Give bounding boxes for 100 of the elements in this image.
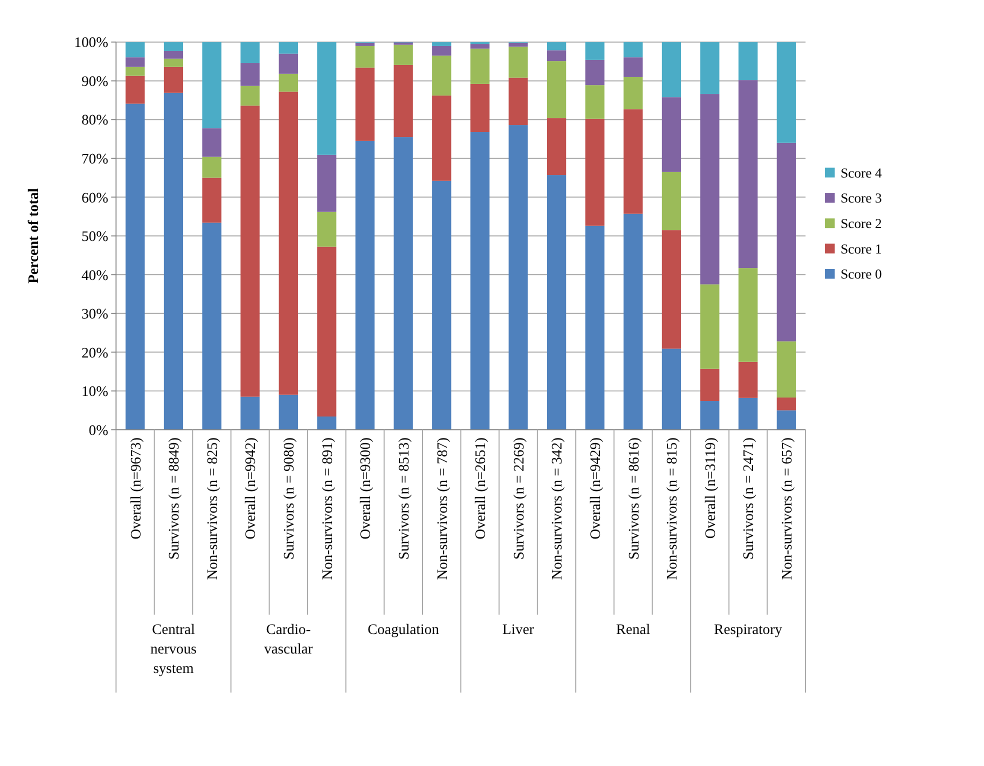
bar: [624, 57, 643, 77]
bar: [776, 142, 796, 342]
text: Liver: [502, 622, 534, 638]
bar: [317, 246, 336, 417]
y-tick-label: 40%: [81, 268, 108, 284]
x-tick-label: Overall (n=9429): [588, 437, 604, 540]
bar: [164, 51, 184, 59]
bar: [624, 76, 643, 110]
bar: [776, 341, 796, 398]
bar: [432, 46, 452, 56]
bar: [546, 61, 566, 118]
bar: [662, 97, 682, 172]
y-tick-label: 20%: [81, 345, 108, 362]
bar: [470, 84, 490, 132]
bar: [240, 63, 260, 86]
bar: [240, 42, 260, 64]
bar: [278, 42, 298, 54]
bar: [662, 42, 682, 98]
bar: [662, 172, 682, 230]
x-tick-label: Overall (n=9942): [243, 437, 260, 540]
bar: [126, 66, 145, 76]
bar: [624, 109, 643, 214]
bar: [624, 214, 643, 430]
bar: [355, 46, 375, 68]
bar: [546, 118, 566, 176]
bar: [202, 128, 222, 157]
bar: [624, 42, 643, 58]
y-tick-label: 90%: [81, 74, 108, 90]
x-tick-label: Survivors (n = 8513): [396, 437, 412, 560]
y-tick-label: 0%: [88, 422, 108, 439]
bar: [355, 140, 375, 430]
x-tick-label: Overall (n=2651): [473, 437, 490, 540]
bar: [776, 42, 796, 143]
bar: [738, 80, 758, 268]
bar: [662, 348, 682, 430]
bar: [202, 178, 222, 223]
bar: [317, 154, 336, 212]
bar: [278, 54, 298, 74]
x-tick-label: Non-survivors (n = 815): [664, 437, 681, 580]
bar: [700, 401, 720, 430]
x-tick-label: Survivors (n = 2269): [511, 437, 528, 560]
bar: [126, 104, 145, 430]
bar: [394, 64, 413, 138]
bar: [470, 44, 490, 49]
bar: [126, 76, 145, 104]
bar: [317, 416, 336, 430]
x-tick-label: Non-survivors (n = 342): [550, 437, 566, 580]
bar: [240, 106, 260, 397]
y-tick-label: 100%: [74, 35, 108, 52]
text: Respiratory: [714, 622, 783, 638]
bar: [546, 42, 566, 50]
bar: [432, 96, 452, 181]
bar: [508, 78, 528, 126]
bar: [126, 42, 145, 58]
bar: [776, 398, 796, 410]
bar: [432, 42, 452, 46]
bar: [278, 92, 298, 395]
bar: [738, 398, 758, 430]
bar: [508, 46, 528, 78]
y-axis-title: Percent of total: [26, 188, 42, 284]
legend-label: Score 0: [840, 266, 882, 282]
x-tick-label: Survivors (n = 8849): [166, 437, 183, 560]
bar: [662, 230, 682, 349]
bar: [546, 175, 566, 430]
bar: [317, 212, 336, 247]
bar: [508, 125, 528, 430]
bar: [355, 68, 375, 141]
bar: [776, 410, 796, 430]
bar: [585, 118, 604, 226]
bar: [278, 394, 298, 430]
bar: [585, 60, 604, 86]
bar: [240, 396, 260, 430]
bar: [585, 42, 604, 60]
y-tick-label: 30%: [81, 306, 108, 323]
bar: [432, 56, 452, 96]
bar: [355, 42, 375, 46]
legend-label: Score 1: [840, 241, 882, 256]
y-tick-label: 10%: [81, 384, 108, 400]
legend-label: Score 4: [840, 165, 882, 180]
bar: [164, 66, 184, 93]
x-tick-label: Overall (n=3119): [702, 437, 719, 539]
bar: [240, 86, 260, 106]
bar: [317, 42, 336, 155]
bar: [394, 44, 413, 65]
bar: [738, 42, 758, 80]
legend-label: Score 2: [840, 216, 882, 231]
x-tick-label: Overall (n=9300): [358, 437, 374, 540]
x-tick-label: Overall (n=9673): [128, 437, 144, 540]
bar: [394, 137, 413, 430]
legend-label: Score 3: [840, 190, 882, 206]
bar: [278, 74, 298, 92]
bar: [126, 57, 145, 67]
bar: [738, 268, 758, 362]
y-tick-label: 60%: [81, 190, 108, 206]
x-tick-label: Non-survivors (n = 891): [320, 437, 336, 580]
y-tick-label: 70%: [81, 151, 108, 168]
x-tick-label: Non-survivors (n = 787): [434, 437, 451, 580]
bar: [585, 85, 604, 119]
bar: [585, 226, 604, 430]
text: Central nervous system: [150, 622, 197, 678]
